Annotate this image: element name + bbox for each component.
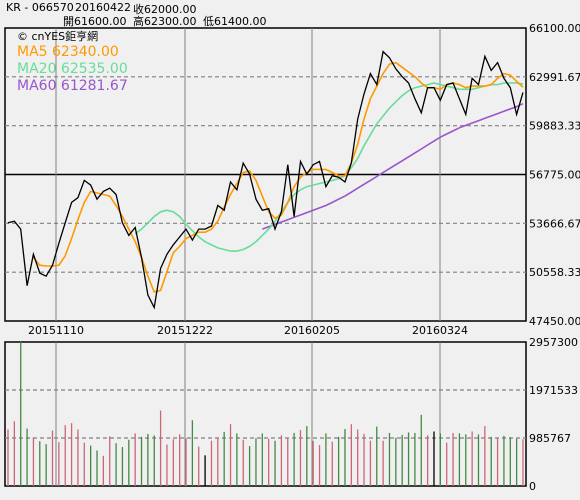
low-price-label: 低61400.00: [203, 15, 267, 28]
price-y-tick-label: 62991.67: [529, 71, 580, 84]
price-y-tick-label: 47450.00: [529, 315, 580, 328]
series-line-ma60: [262, 102, 524, 230]
series-line-close: [7, 50, 524, 310]
volume-y-tick-label: 2957300: [529, 336, 578, 349]
x-tick-label: 20151110: [28, 324, 84, 337]
price-y-tick-label: 56775.00: [529, 169, 580, 182]
price-y-tick-label: 53666.67: [529, 217, 580, 230]
legend-entry: MA20 62535.00: [17, 61, 128, 77]
x-tick-label: 20160324: [412, 324, 468, 337]
price-y-tick-label: 66100.00: [529, 22, 580, 35]
symbol-label: KR - 066570: [6, 1, 74, 14]
high-price-label: 高62300.00: [133, 15, 197, 28]
x-tick-label: 20151222: [157, 324, 213, 337]
price-y-tick-label: 59883.33: [529, 120, 580, 133]
watermark-text: © cnYES鉅亨網: [17, 29, 98, 43]
date-label: 20160422: [75, 1, 131, 14]
legend-entry: MA5 62340.00: [17, 44, 119, 60]
volume-y-tick-label: 985767: [529, 432, 571, 445]
price-y-tick-label: 50558.33: [529, 266, 580, 279]
legend-entry: MA60 61281.67: [17, 78, 128, 94]
series-line-ma5: [32, 61, 524, 293]
volume-y-tick-label: 0: [529, 480, 536, 493]
volume-panel-frame: [4, 341, 527, 487]
x-tick-label: 20160205: [284, 324, 340, 337]
series-line-ma20: [134, 82, 524, 252]
open-price-label: 開61600.00: [63, 15, 127, 28]
close-price-label: 收62000.00: [133, 3, 197, 16]
volume-y-tick-label: 1971533: [529, 384, 578, 397]
